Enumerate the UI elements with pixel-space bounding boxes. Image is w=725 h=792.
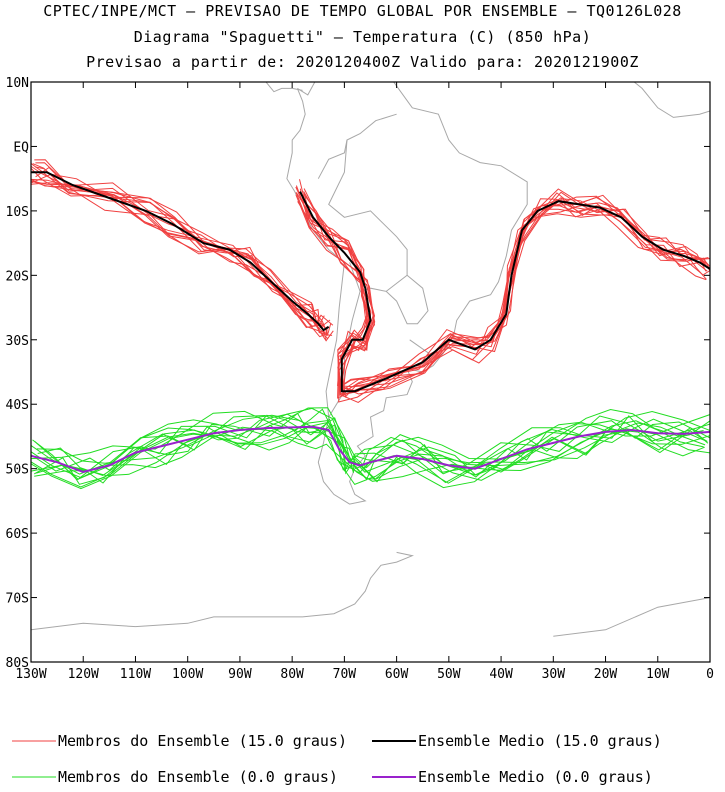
coastline xyxy=(553,597,710,637)
ensemble-member-line xyxy=(31,173,334,342)
y-tick-label: 20S xyxy=(6,269,29,284)
ensemble-mean-0 xyxy=(31,425,710,473)
x-tick-label: 70W xyxy=(333,667,357,682)
y-tick-label: 70S xyxy=(6,592,29,607)
x-tick-label: 40W xyxy=(489,667,513,682)
chart-title: Diagrama "Spaguetti" – Temperatura (C) (… xyxy=(133,28,592,46)
legend-label-mean15: Ensemble Medio (15.0 graus) xyxy=(418,732,662,750)
ensemble-member-line xyxy=(31,180,332,338)
y-tick-label: 10S xyxy=(6,205,29,220)
x-tick-label: 0 xyxy=(706,667,714,682)
ensemble-member-line xyxy=(299,192,710,398)
y-tick-label: 50S xyxy=(6,463,29,478)
axes: 130W 120W 110W 100W 90W 80W 70W 60W 50W 40W 30W 20W… xyxy=(6,76,714,682)
legend-label-member15: Membros do Ensemble (15.0 graus) xyxy=(58,732,347,750)
ensemble-member-line xyxy=(35,166,325,334)
coastline xyxy=(31,551,415,631)
ensemble-member-line xyxy=(31,420,704,488)
plot-frame xyxy=(30,81,711,663)
country-border xyxy=(317,139,348,179)
ensemble-member-line xyxy=(31,407,710,479)
y-tick-label: 40S xyxy=(6,398,29,413)
x-tick-label: 10W xyxy=(646,667,670,682)
coastline xyxy=(239,82,303,93)
ensemble-member-line xyxy=(31,407,704,475)
ensemble-member-line xyxy=(295,192,707,397)
y-tick-label: 60S xyxy=(6,527,29,542)
land-outlines xyxy=(31,82,710,637)
chart-header-line1: CPTEC/INPE/MCT – PREVISAO DE TEMPO GLOBA… xyxy=(43,2,682,20)
coastline xyxy=(286,82,528,505)
ensemble-member-line xyxy=(303,191,707,392)
chart-subtitle-dates: Previsao a partir de: 2020120400Z Valido… xyxy=(86,53,639,71)
ensemble-member-line xyxy=(31,178,328,334)
ensemble-mean-15-west xyxy=(31,171,330,332)
ensemble-member-line xyxy=(295,194,707,399)
x-tick-label: 90W xyxy=(228,667,252,682)
legend-label-mean0: Ensemble Medio (0.0 graus) xyxy=(418,768,653,786)
y-tick-label: 80S xyxy=(6,656,29,671)
x-tick-label: 110W xyxy=(120,667,151,682)
ensemble-mean-15-east xyxy=(299,191,710,393)
legend: Membros do Ensemble (15.0 graus) Ensemble… xyxy=(12,732,662,786)
x-tick-label: 30W xyxy=(542,667,566,682)
ensemble-member-line xyxy=(32,163,326,334)
x-tick-label: 80W xyxy=(280,667,304,682)
x-tick-label: 120W xyxy=(68,667,99,682)
ensemble-member-line xyxy=(31,180,329,340)
x-tick-label: 50W xyxy=(437,667,461,682)
country-border xyxy=(385,274,429,325)
x-tick-label: 100W xyxy=(172,667,203,682)
ensemble-means xyxy=(31,171,710,473)
ensemble-member-line xyxy=(31,182,328,337)
ensemble-member-line xyxy=(31,178,333,336)
coastline xyxy=(605,82,710,118)
y-tick-label: 10N xyxy=(6,76,29,91)
y-tick-label: EQ xyxy=(13,140,29,155)
ensemble-member-line xyxy=(296,192,707,388)
ensemble-member-line xyxy=(36,427,710,489)
x-tick-label: 20W xyxy=(594,667,618,682)
ensemble-member-line xyxy=(33,424,708,485)
x-tick-label: 130W xyxy=(15,667,46,682)
y-tick-label: 30S xyxy=(6,334,29,349)
legend-label-member0: Membros do Ensemble (0.0 graus) xyxy=(58,768,338,786)
ensemble-member-line xyxy=(295,186,708,387)
ensemble-member-line xyxy=(31,165,325,325)
ensemble-members xyxy=(31,159,710,490)
ensemble-member-line xyxy=(32,414,710,481)
country-border xyxy=(328,113,408,293)
x-tick-label: 60W xyxy=(385,667,409,682)
